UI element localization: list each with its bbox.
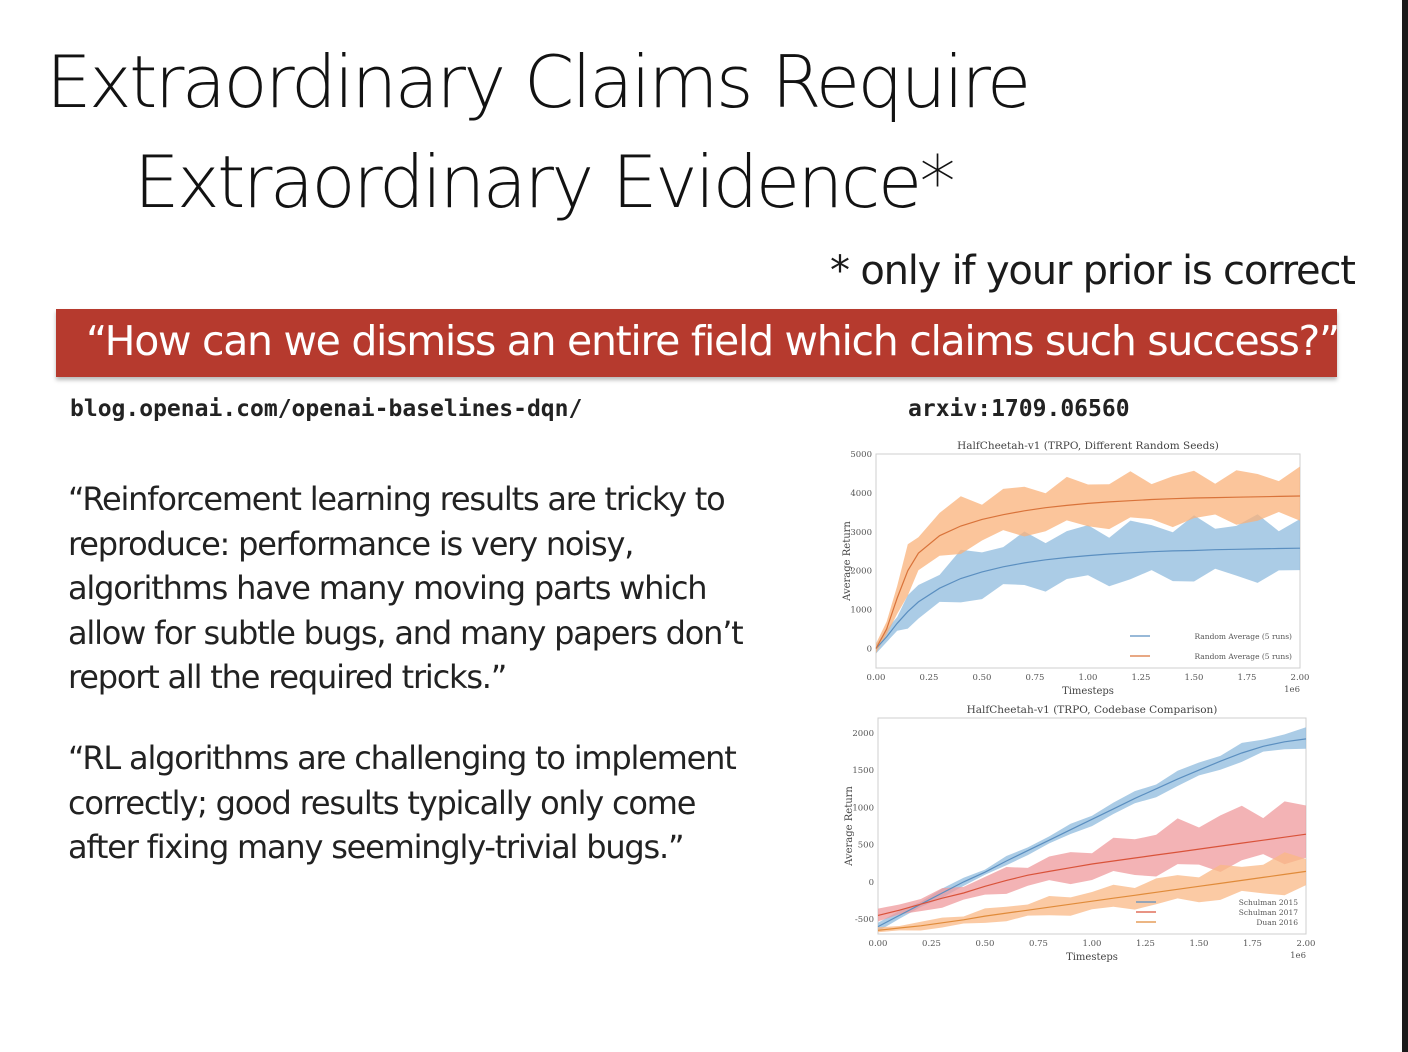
x-tick-label: 2.00 [1291, 673, 1310, 683]
y-tick-label: 4000 [850, 489, 872, 499]
x-tick-label: 0.75 [1026, 673, 1045, 683]
y-tick-label: 1500 [852, 766, 874, 776]
x-tick-label: 1.00 [1079, 673, 1098, 683]
y-tick-label: 5000 [850, 450, 872, 460]
x-tick-label: 0.25 [922, 939, 941, 949]
slide-title-line-2: Extraordinary Evidence* [134, 140, 956, 224]
y-tick-label: 500 [858, 841, 874, 851]
window-edge [1402, 0, 1408, 1052]
quote-banner-text: “How can we dismiss an entire field whic… [86, 317, 1340, 365]
series-band-2 [876, 466, 1300, 654]
quote-implementation: “RL algorithms are challenging to implem… [68, 736, 737, 870]
series-line-1 [877, 738, 1307, 928]
legend-label-3: Duan 2016 [1256, 918, 1298, 927]
y-tick-label: 1000 [850, 606, 872, 616]
x-tick-label: 2.00 [1297, 939, 1316, 949]
chart-title: HalfCheetah-v1 (TRPO, Different Random S… [957, 440, 1219, 452]
x-tick-label: 0.25 [920, 673, 939, 683]
legend-label-1: Schulman 2015 [1239, 898, 1299, 907]
y-tick-label: 1000 [852, 803, 874, 813]
series-line-2 [875, 495, 1301, 649]
footnote: * only if your prior is correct [830, 248, 1356, 294]
x-scale-note: 1e6 [1284, 685, 1300, 695]
quote-banner: “How can we dismiss an entire field whic… [56, 309, 1340, 377]
legend-label-2: Random Average (5 runs) [1194, 652, 1292, 661]
x-tick-label: 1.50 [1185, 673, 1204, 683]
slide-title-line-1: Extraordinary Claims Require [46, 40, 1031, 124]
x-tick-label: 0.00 [867, 673, 886, 683]
blog-link: blog.openai.com/openai-baselines-dqn/ [70, 396, 583, 422]
quote-line: algorithms have many moving parts which [68, 569, 708, 607]
quote-reproducibility: “Reinforcement learning results are tric… [68, 477, 744, 700]
series-line-2 [877, 833, 1307, 916]
series-line-1 [875, 547, 1301, 649]
series-band-2 [878, 801, 1306, 922]
x-scale-note: 1e6 [1290, 951, 1306, 961]
quote-line: reproduce: performance is very noisy, [68, 524, 634, 563]
chart-random-seeds: HalfCheetah-v1 (TRPO, Different Random S… [842, 440, 1310, 697]
x-tick-label: 1.75 [1243, 939, 1262, 949]
series-band-1 [878, 727, 1306, 932]
x-axis-label: Timesteps [1066, 952, 1118, 963]
y-tick-label: 2000 [852, 729, 874, 739]
y-tick-label: 0 [869, 878, 874, 888]
y-tick-label: 0 [867, 645, 872, 655]
x-tick-label: 1.75 [1238, 673, 1257, 683]
y-tick-label: 2000 [850, 567, 872, 577]
series-line-3 [877, 870, 1307, 931]
y-tick-label: -500 [855, 915, 874, 925]
legend: Random Average (5 runs) Random Average (5… [1130, 632, 1292, 661]
x-axis-label: Timesteps [1062, 686, 1114, 697]
x-tick-label: 1.25 [1136, 939, 1155, 949]
x-tick-label: 1.50 [1190, 939, 1209, 949]
quote-line: “Reinforcement learning results are tric… [68, 480, 726, 518]
x-tick-label: 0.50 [976, 939, 995, 949]
y-axis-label: Average Return [844, 786, 855, 867]
quote-line: correctly; good results typically only c… [68, 783, 696, 822]
quote-line: after fixing many seemingly-trivial bugs… [68, 828, 685, 866]
x-tick-label: 1.25 [1132, 673, 1151, 683]
y-axis-label: Average Return [842, 521, 853, 602]
x-tick-label: 0.75 [1029, 939, 1048, 949]
legend-label-1: Random Average (5 runs) [1194, 632, 1292, 641]
x-tick-label: 0.00 [869, 939, 888, 949]
legend-label-2: Schulman 2017 [1239, 908, 1299, 917]
quote-line: allow for subtle bugs, and many papers d… [68, 613, 744, 652]
series-band-3 [878, 852, 1306, 933]
chart-codebase-comparison: HalfCheetah-v1 (TRPO, Codebase Compariso… [844, 704, 1315, 963]
arxiv-reference: arxiv:1709.06560 [908, 396, 1130, 422]
x-tick-label: 0.50 [973, 673, 992, 683]
chart-title: HalfCheetah-v1 (TRPO, Codebase Compariso… [967, 704, 1218, 716]
y-tick-label: 3000 [850, 528, 872, 538]
quote-line: “RL algorithms are challenging to implem… [68, 739, 737, 777]
x-tick-label: 1.00 [1083, 939, 1102, 949]
quote-line: report all the required tricks.” [68, 658, 507, 696]
series-band-1 [876, 514, 1300, 654]
